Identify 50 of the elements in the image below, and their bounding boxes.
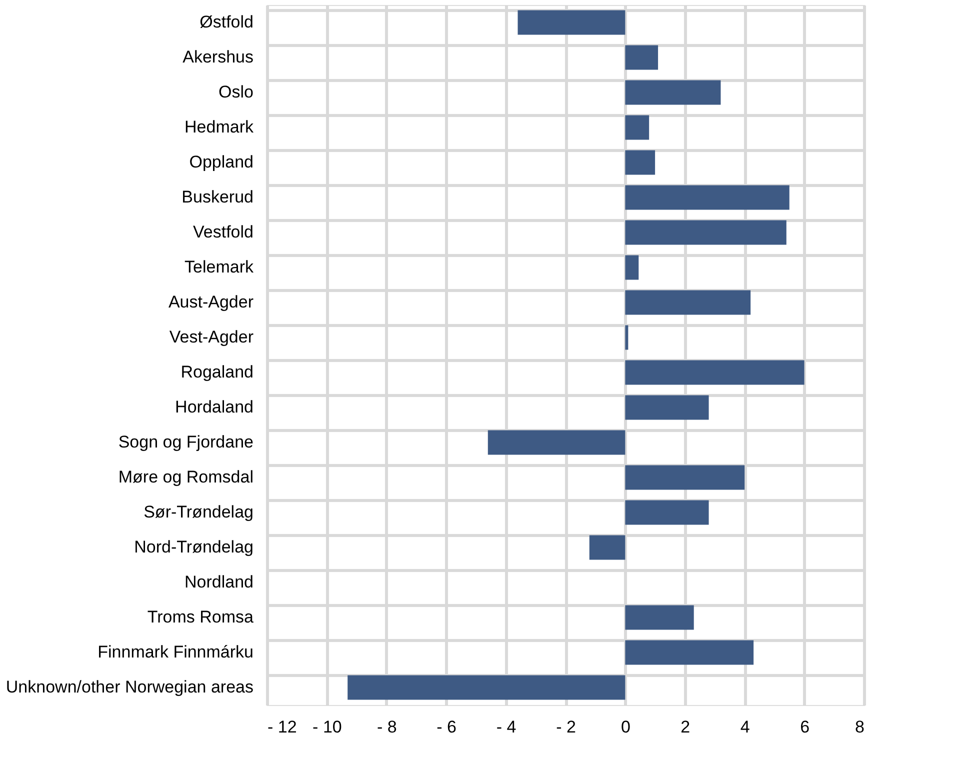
x-tick-label: - 6 [436, 718, 457, 736]
bar [625, 395, 709, 420]
bar [625, 45, 658, 70]
y-tick-label: Sogn og Fjordane [118, 432, 254, 452]
bar [625, 185, 790, 210]
y-tick-label: Østfold [200, 12, 254, 32]
x-tick-label: 2 [680, 718, 690, 736]
bar [625, 325, 628, 350]
y-tick-label: Akershus [182, 48, 254, 66]
bar [625, 115, 650, 140]
y-tick-label: Finnmark Finnmárku [98, 642, 254, 662]
bar [625, 360, 804, 385]
bar [625, 150, 656, 175]
y-tick-label: Hordaland [175, 398, 254, 416]
x-tick-label: 4 [740, 718, 750, 736]
x-tick-label: 6 [800, 718, 810, 736]
bar [625, 500, 709, 525]
y-tick-label: Buskerud [182, 188, 254, 206]
bar [625, 465, 745, 490]
bar [625, 255, 639, 280]
x-tick-label: - 8 [376, 718, 397, 736]
y-tick-label: Rogaland [180, 362, 254, 382]
x-tick-label: - 4 [496, 718, 516, 736]
bar [348, 675, 626, 700]
bar [625, 640, 754, 665]
y-tick-label: Vestfold [193, 222, 254, 242]
y-tick-label: Møre og Romsdal [118, 468, 254, 486]
y-tick-label: Troms Romsa [147, 608, 254, 626]
y-tick-label: Aust-Agder [168, 292, 254, 312]
y-tick-label: Nord-Trøndelag [134, 538, 254, 556]
y-tick-label: Oslo [218, 82, 254, 102]
bar [625, 605, 694, 630]
bar [488, 430, 626, 455]
x-tick-label: 8 [855, 718, 864, 736]
y-tick-label: Telemark [184, 258, 254, 276]
y-tick-label: Vest-Agder [169, 328, 254, 346]
bar [518, 10, 626, 35]
y-tick-label: Hedmark [184, 118, 254, 136]
y-tick-label: Nordland [184, 572, 254, 592]
bar [589, 535, 626, 560]
bar [625, 80, 721, 105]
x-tick-label: - 2 [556, 718, 576, 736]
y-tick-label: Unknown/other Norwegian areas [6, 678, 254, 696]
y-tick-label: Oppland [189, 152, 254, 172]
x-tick-label: - 12 [268, 718, 297, 736]
y-tick-label: Sør-Trøndelag [144, 502, 254, 522]
bar [625, 220, 786, 245]
x-tick-label: - 10 [312, 718, 342, 736]
x-tick-label: 0 [620, 718, 630, 736]
bar [625, 290, 751, 315]
